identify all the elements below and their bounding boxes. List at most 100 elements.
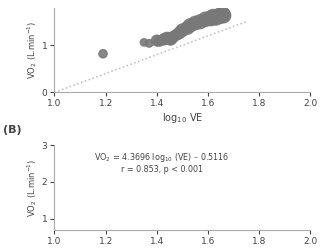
Point	[159, 38, 164, 42]
Point	[198, 18, 203, 22]
Point	[156, 41, 161, 45]
Point	[147, 41, 152, 45]
Point	[221, 3, 226, 7]
Point	[191, 20, 196, 24]
Point	[155, 53, 160, 57]
Point	[188, 29, 193, 33]
Point	[163, 34, 168, 38]
Point	[202, 19, 207, 23]
Point	[148, 48, 153, 52]
X-axis label: log$_{10}$ VE: log$_{10}$ VE	[162, 111, 203, 125]
Point	[179, 26, 184, 30]
Point	[184, 29, 189, 33]
Point	[160, 41, 165, 45]
Point	[221, 14, 226, 18]
Point	[167, 37, 172, 41]
Point	[215, 8, 220, 12]
Point	[213, 16, 218, 20]
Point	[198, 20, 203, 24]
Point	[177, 30, 182, 34]
Point	[188, 22, 194, 26]
Point	[221, 0, 226, 3]
Point	[149, 51, 154, 55]
Point	[154, 38, 159, 42]
Point	[195, 21, 200, 25]
Point	[180, 28, 186, 32]
Point	[211, 4, 216, 8]
Point	[188, 24, 193, 28]
Point	[203, 18, 208, 22]
Point	[220, 12, 225, 16]
Point	[193, 21, 198, 25]
Point	[185, 26, 190, 30]
Point	[144, 49, 149, 53]
Point	[175, 42, 180, 46]
Point	[169, 39, 174, 43]
Point	[240, 0, 245, 2]
Point	[157, 39, 162, 43]
Point	[196, 24, 202, 28]
Point	[189, 24, 195, 28]
Point	[163, 44, 168, 48]
Point	[193, 24, 198, 28]
Y-axis label: VO$_2$ (L.min$^{-1}$): VO$_2$ (L.min$^{-1}$)	[25, 21, 39, 79]
Point	[195, 23, 200, 27]
Point	[172, 32, 177, 36]
Point	[211, 8, 216, 12]
Point	[221, 13, 227, 17]
Point	[173, 35, 178, 39]
Point	[175, 32, 180, 36]
Point	[173, 32, 178, 36]
Point	[218, 9, 223, 13]
Point	[164, 36, 170, 40]
Point	[206, 17, 212, 21]
Point	[172, 34, 177, 38]
Point	[189, 34, 194, 38]
Point	[173, 34, 179, 38]
Point	[100, 52, 106, 56]
Point	[180, 28, 185, 32]
Point	[195, 28, 200, 32]
Text: (B): (B)	[3, 125, 22, 135]
Point	[214, 18, 219, 22]
Point	[180, 35, 185, 39]
Point	[188, 23, 194, 27]
Point	[158, 38, 164, 42]
Y-axis label: VO$_2$ (L.min$^{-1}$): VO$_2$ (L.min$^{-1}$)	[25, 158, 39, 217]
Point	[228, 2, 233, 6]
Point	[170, 39, 175, 43]
Point	[217, 5, 222, 9]
Point	[151, 54, 156, 58]
Point	[212, 9, 217, 13]
Point	[187, 30, 192, 34]
Point	[239, 3, 244, 7]
Point	[185, 26, 190, 30]
Point	[170, 36, 175, 40]
Point	[200, 18, 205, 22]
Point	[149, 53, 154, 57]
Point	[141, 54, 147, 58]
Point	[217, 14, 222, 18]
Point	[177, 24, 182, 28]
Point	[192, 26, 197, 30]
Point	[228, 2, 233, 6]
Point	[211, 15, 216, 19]
Point	[168, 38, 173, 42]
Point	[185, 23, 190, 27]
Point	[210, 5, 215, 9]
Point	[180, 32, 185, 36]
Point	[195, 19, 200, 23]
Point	[193, 16, 198, 20]
Point	[208, 16, 213, 20]
Point	[188, 26, 193, 30]
Point	[217, 8, 222, 12]
Point	[141, 40, 147, 44]
Point	[147, 55, 152, 59]
Point	[190, 28, 195, 32]
Point	[190, 23, 196, 27]
Point	[155, 54, 160, 58]
Point	[232, 1, 237, 5]
Point	[186, 24, 191, 28]
Point	[178, 24, 183, 28]
Point	[165, 45, 171, 49]
